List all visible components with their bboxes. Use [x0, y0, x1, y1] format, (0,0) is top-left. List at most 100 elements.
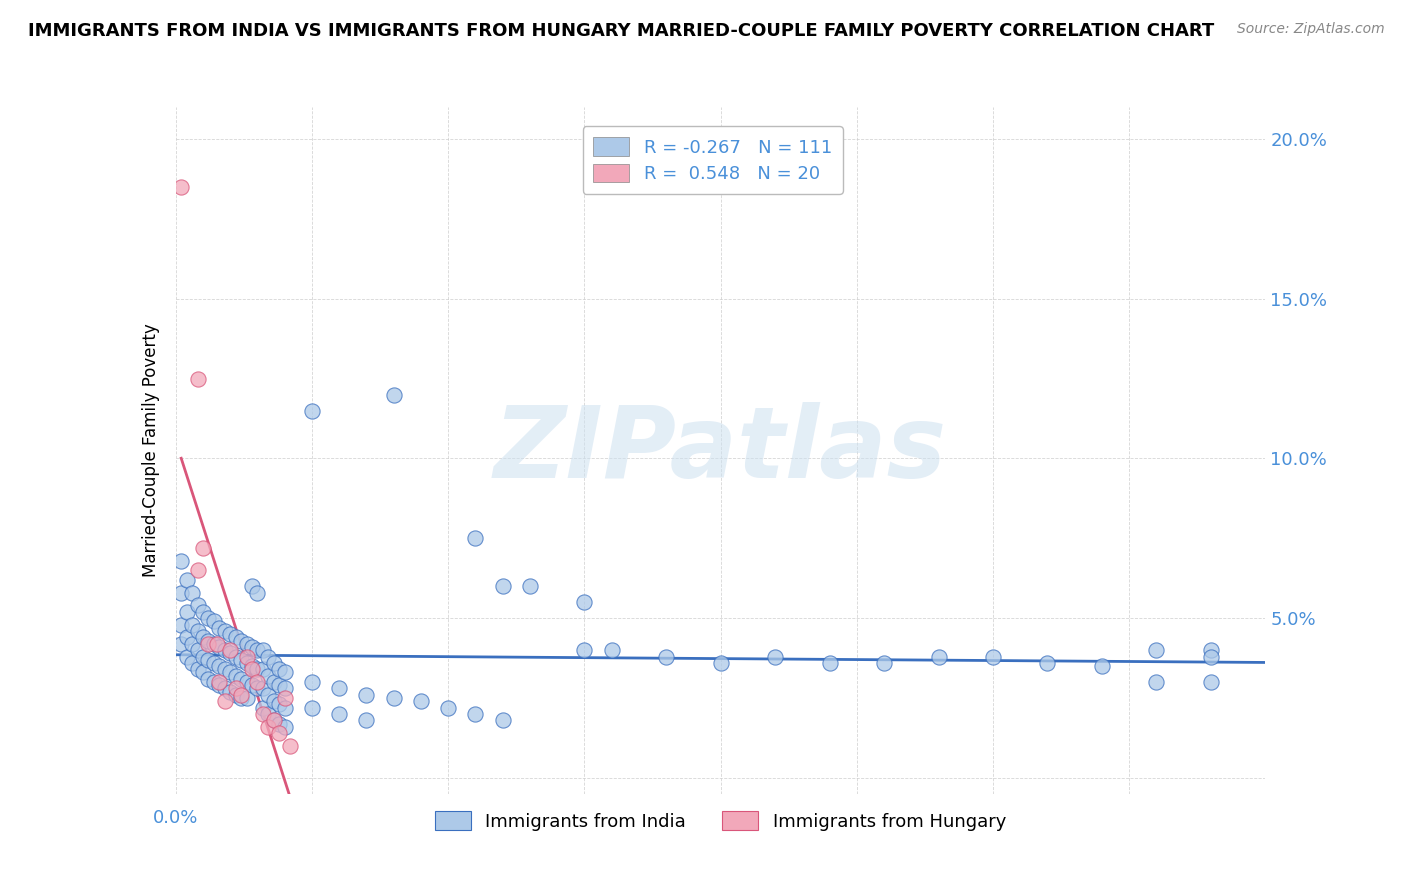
Point: [240, 640, 263, 654]
Point: [356, 714, 378, 728]
Point: [181, 637, 204, 651]
Point: [263, 656, 285, 670]
Point: [269, 698, 291, 712]
Point: [464, 706, 486, 721]
Point: [235, 649, 257, 664]
Point: [981, 649, 1004, 664]
Point: [191, 665, 214, 680]
Point: [263, 714, 285, 728]
Point: [176, 631, 198, 645]
Point: [240, 579, 263, 593]
Point: [356, 688, 378, 702]
Point: [186, 624, 209, 638]
Point: [263, 714, 285, 728]
Point: [274, 720, 297, 734]
Y-axis label: Married-Couple Family Poverty: Married-Couple Family Poverty: [142, 324, 160, 577]
Point: [205, 637, 228, 651]
Point: [214, 694, 236, 708]
Text: Source: ZipAtlas.com: Source: ZipAtlas.com: [1237, 22, 1385, 37]
Point: [873, 656, 896, 670]
Point: [574, 595, 596, 609]
Point: [191, 649, 214, 664]
Point: [197, 637, 219, 651]
Point: [301, 675, 323, 690]
Point: [1091, 659, 1114, 673]
Point: [219, 646, 242, 660]
Point: [519, 579, 541, 593]
Point: [208, 678, 231, 692]
Point: [231, 672, 253, 686]
Point: [274, 700, 297, 714]
Point: [202, 656, 225, 670]
Point: [1144, 643, 1167, 657]
Point: [225, 631, 247, 645]
Point: [1199, 649, 1222, 664]
Point: [235, 637, 257, 651]
Point: [252, 681, 274, 696]
Point: [202, 675, 225, 690]
Point: [278, 739, 301, 753]
Point: [382, 691, 405, 706]
Point: [225, 681, 247, 696]
Point: [710, 656, 733, 670]
Point: [269, 716, 291, 731]
Point: [1144, 675, 1167, 690]
Point: [437, 700, 460, 714]
Point: [231, 688, 253, 702]
Point: [197, 633, 219, 648]
Point: [214, 643, 236, 657]
Point: [257, 649, 280, 664]
Point: [240, 659, 263, 673]
Point: [186, 599, 209, 613]
Point: [274, 681, 297, 696]
Point: [170, 617, 193, 632]
Point: [763, 649, 786, 664]
Point: [328, 681, 350, 696]
Point: [600, 643, 623, 657]
Point: [214, 624, 236, 638]
Point: [231, 633, 253, 648]
Point: [191, 541, 214, 555]
Point: [328, 706, 350, 721]
Point: [208, 621, 231, 635]
Point: [197, 611, 219, 625]
Point: [191, 605, 214, 619]
Text: 0.0%: 0.0%: [153, 809, 198, 827]
Legend: Immigrants from India, Immigrants from Hungary: Immigrants from India, Immigrants from H…: [426, 803, 1015, 839]
Point: [382, 387, 405, 401]
Point: [219, 665, 242, 680]
Point: [263, 694, 285, 708]
Text: IMMIGRANTS FROM INDIA VS IMMIGRANTS FROM HUNGARY MARRIED-COUPLE FAMILY POVERTY C: IMMIGRANTS FROM INDIA VS IMMIGRANTS FROM…: [28, 22, 1215, 40]
Point: [240, 678, 263, 692]
Point: [301, 403, 323, 417]
Point: [1199, 643, 1222, 657]
Point: [181, 617, 204, 632]
Point: [252, 700, 274, 714]
Point: [219, 643, 242, 657]
Point: [219, 684, 242, 698]
Point: [1199, 675, 1222, 690]
Point: [252, 643, 274, 657]
Point: [181, 656, 204, 670]
Point: [214, 681, 236, 696]
Point: [231, 691, 253, 706]
Point: [225, 649, 247, 664]
Point: [464, 531, 486, 545]
Point: [186, 563, 209, 577]
Point: [246, 662, 269, 676]
Point: [246, 681, 269, 696]
Point: [269, 678, 291, 692]
Point: [170, 637, 193, 651]
Point: [274, 691, 297, 706]
Point: [269, 726, 291, 740]
Point: [257, 688, 280, 702]
Point: [208, 659, 231, 673]
Point: [186, 643, 209, 657]
Point: [492, 579, 515, 593]
Point: [214, 662, 236, 676]
Point: [269, 662, 291, 676]
Point: [176, 605, 198, 619]
Point: [240, 662, 263, 676]
Text: ZIPatlas: ZIPatlas: [494, 402, 948, 499]
Point: [252, 706, 274, 721]
